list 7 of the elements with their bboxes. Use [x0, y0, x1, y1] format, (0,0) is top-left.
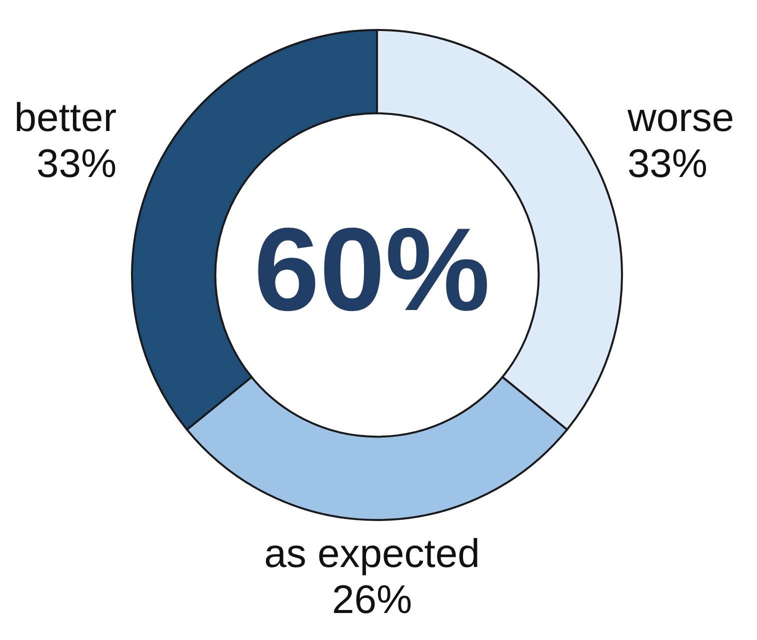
slice-label: worse [626, 96, 734, 140]
data-label: 33% [36, 142, 117, 186]
text: 60% [254, 204, 490, 336]
data-label: 33% [627, 142, 708, 186]
data-label: 26% [332, 578, 412, 622]
slice-label: as expected [264, 532, 480, 576]
slice-label: better [14, 96, 117, 140]
